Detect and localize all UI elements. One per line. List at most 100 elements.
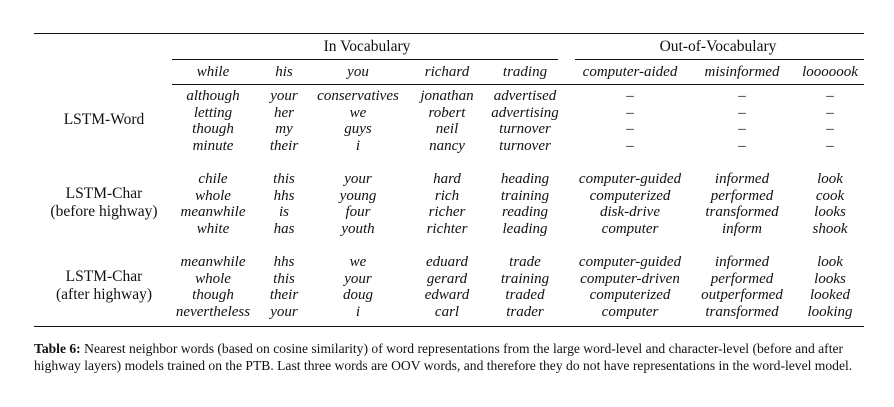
table-cell: outperformed [701,287,783,304]
table-cell: training [500,187,550,204]
table-cell: looks [814,204,846,221]
table-cell: – [738,104,746,121]
table-cell: computer [601,303,659,320]
table-cell: jonathan [420,88,474,104]
row-label: LSTM-Char [65,185,143,203]
table-cell: trade [509,254,541,270]
table-cell: – [826,121,834,138]
table-cell: traded [505,287,545,304]
table-cell: this [273,270,295,287]
table-cell: transformed [705,204,779,221]
table-cell: i [355,137,361,154]
table-cell: inform [721,220,763,237]
row-label: (before highway) [50,203,158,221]
table-cell: though [192,121,234,138]
table-cell: – [738,121,746,138]
table-cell: minute [192,137,234,154]
table-cell: meanwhile [180,254,246,270]
table-caption: Table 6: Nearest neighbor words (based o… [34,340,872,374]
caption-text: Nearest neighbor words (based on cosine … [34,341,853,373]
table-cell: we [349,104,367,121]
column-header: while [196,64,230,80]
table-cell: shook [812,220,848,237]
table-cell: although [186,88,240,104]
table-cell: performed [710,187,774,204]
table-cell: turnover [499,137,551,154]
column-header: misinformed [704,64,780,80]
table-cell: – [826,88,834,104]
table-cell: rich [434,187,460,204]
table-cell: has [273,220,295,237]
table-cell: computer-driven [580,270,680,287]
table-cell: whole [195,187,231,204]
table-cell: cook [815,187,845,204]
table-cell: is [278,204,290,221]
table-cell: – [626,88,634,104]
caption-label: Table 6: [34,341,81,356]
column-header: trading [502,64,548,80]
table-cell: nevertheless [175,303,251,320]
column-header: looooook [802,64,858,80]
table-cell: advertised [493,88,557,104]
table-cell: gerard [426,270,468,287]
table-cell: richer [428,204,466,221]
column-header: computer-aided [582,64,678,80]
table-cell: computerized [589,187,671,204]
table-cell: doug [343,287,373,304]
table-cell: performed [710,270,774,287]
table-cell: hard [433,171,461,187]
table-cell: your [344,270,372,287]
table-cell: your [270,88,298,104]
table-cell: letting [193,104,233,121]
table-cell: leading [502,220,548,237]
table-cell: looked [810,287,850,304]
table-cell: robert [428,104,466,121]
table-cell: hhs [273,187,295,204]
table-cell: – [826,137,834,154]
table-cell: nancy [429,137,465,154]
row-label: (after highway) [56,286,152,304]
table-cell: though [192,287,234,304]
table-cell: eduard [426,254,468,270]
bottom-rule [34,326,864,328]
header-rule [172,84,864,85]
table-cell: training [500,270,550,287]
table-cell: – [738,137,746,154]
table-cell: computerized [589,287,671,304]
table-cell: trader [506,303,544,320]
table-cell: heading [500,171,550,187]
table-cell: – [626,137,634,154]
table-cell: your [344,171,372,187]
table-cell: this [273,171,295,187]
table-cell: reading [501,204,549,221]
table-cell: computer-guided [578,254,682,270]
table-cell: looking [807,303,853,320]
table-cell: look [817,254,843,270]
table-cell: computer [601,220,659,237]
table-cell: neil [435,121,459,138]
table-cell: their [269,137,299,154]
row-label: LSTM-Word [63,111,145,129]
row-label: LSTM-Char [65,268,143,286]
table-cell: her [274,104,294,121]
table-cell: edward [424,287,470,304]
oov-header: Out-of-Vocabulary [659,38,777,55]
table-cell: transformed [705,303,779,320]
column-header: you [347,64,369,80]
table-cell: looks [814,270,846,287]
table-cell: chile [198,171,228,187]
table-cell: your [270,303,298,320]
table-cell: my [275,121,293,138]
table-cell: hhs [273,254,295,270]
table-cell: informed [714,171,770,187]
table-cell: look [817,171,843,187]
table-cell: four [345,204,371,221]
column-header: his [275,64,293,80]
table-cell: – [826,104,834,121]
table-cell: i [355,303,361,320]
top-rule [34,33,864,35]
table-cell: conservatives [317,88,399,104]
table-cell: richter [426,220,468,237]
table-cell: informed [714,254,770,270]
in-vocab-underline [172,59,558,60]
